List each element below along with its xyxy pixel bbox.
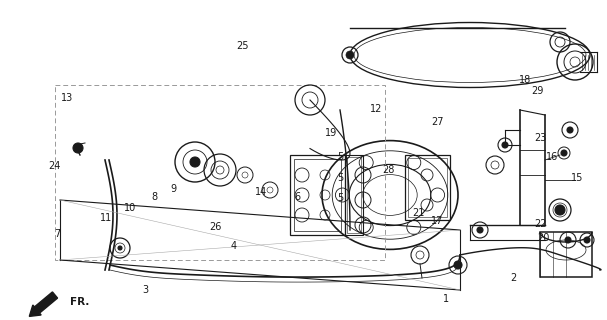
Text: 1: 1 xyxy=(443,294,449,304)
Text: 29: 29 xyxy=(531,86,543,96)
Text: 28: 28 xyxy=(382,164,395,175)
Text: 18: 18 xyxy=(519,75,531,85)
Text: 16: 16 xyxy=(546,152,558,162)
Text: 8: 8 xyxy=(152,192,158,202)
Text: 19: 19 xyxy=(325,128,337,138)
Circle shape xyxy=(477,227,483,233)
Circle shape xyxy=(454,261,462,269)
Bar xyxy=(347,157,361,233)
Bar xyxy=(290,155,345,235)
Text: 2: 2 xyxy=(510,273,516,284)
Text: 23: 23 xyxy=(534,132,546,143)
Circle shape xyxy=(584,237,590,243)
Circle shape xyxy=(502,142,508,148)
Circle shape xyxy=(567,127,573,133)
Bar xyxy=(345,155,363,235)
Text: 10: 10 xyxy=(124,203,137,213)
Text: 11: 11 xyxy=(100,212,112,223)
FancyArrow shape xyxy=(29,292,58,316)
Text: 14: 14 xyxy=(255,187,267,197)
Circle shape xyxy=(73,143,83,153)
Bar xyxy=(294,159,341,231)
Circle shape xyxy=(118,246,122,250)
Text: 15: 15 xyxy=(571,172,583,183)
Text: 4: 4 xyxy=(231,241,237,252)
Text: 12: 12 xyxy=(370,104,382,114)
Text: 13: 13 xyxy=(61,92,73,103)
Text: 27: 27 xyxy=(431,116,443,127)
Circle shape xyxy=(555,205,565,215)
Text: 21: 21 xyxy=(413,208,425,218)
Text: 5: 5 xyxy=(337,193,343,204)
Text: 26: 26 xyxy=(209,222,222,232)
Circle shape xyxy=(190,157,200,167)
Circle shape xyxy=(346,51,354,59)
Text: 24: 24 xyxy=(49,161,61,172)
Text: 25: 25 xyxy=(237,41,249,52)
Circle shape xyxy=(565,237,571,243)
Bar xyxy=(405,155,450,220)
Text: 17: 17 xyxy=(431,216,443,226)
Bar xyxy=(55,85,385,260)
Text: 22: 22 xyxy=(534,219,546,229)
Bar xyxy=(540,232,592,277)
Text: FR.: FR. xyxy=(70,297,89,307)
Text: 7: 7 xyxy=(55,228,61,239)
Circle shape xyxy=(561,150,567,156)
Text: 3: 3 xyxy=(143,284,149,295)
Text: 20: 20 xyxy=(537,233,549,244)
Text: 6: 6 xyxy=(294,192,300,202)
Text: 5: 5 xyxy=(337,152,343,162)
Text: 5: 5 xyxy=(337,172,343,183)
Bar xyxy=(408,158,447,217)
Text: 9: 9 xyxy=(170,184,176,194)
